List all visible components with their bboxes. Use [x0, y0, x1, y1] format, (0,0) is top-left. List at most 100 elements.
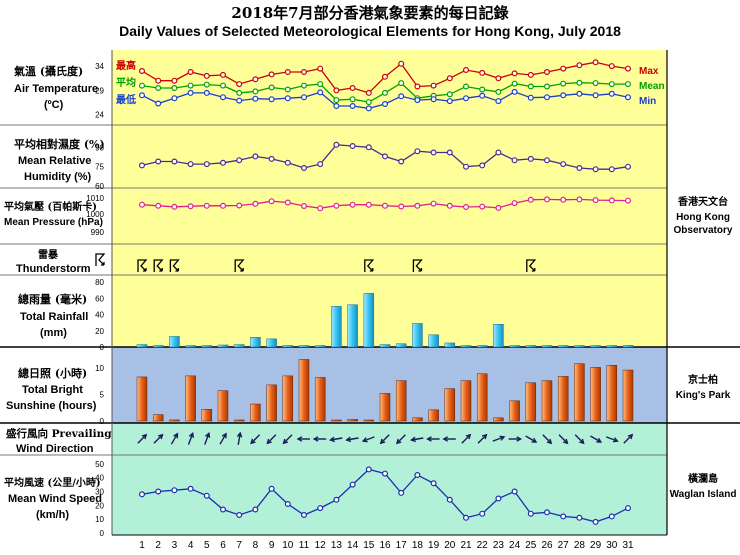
- thunder-label-zh: 雷暴: [38, 248, 59, 261]
- wind-arrow-head: [499, 435, 506, 441]
- max-temp-point: [576, 62, 583, 69]
- mean-temp-point: [187, 82, 194, 89]
- wind-direction-arrow: [492, 435, 506, 442]
- max-temp-point: [365, 89, 372, 96]
- thunderstorm-symbol-stroke: [234, 259, 245, 272]
- max-temp-point: [333, 87, 340, 94]
- max-temp-point: [527, 71, 534, 78]
- humidity-tick-label: 60: [95, 182, 104, 191]
- station-hko-zh: 香港天文台: [678, 195, 728, 208]
- rainfall-bar: [185, 345, 196, 348]
- mean-temp-point: [527, 83, 534, 90]
- min-temp-point: [576, 90, 583, 97]
- pressure-point: [479, 203, 486, 210]
- sunshine-bar: [476, 373, 488, 422]
- wind-arrow-shaft: [461, 434, 471, 444]
- wind-direction-arrow: [605, 436, 619, 443]
- rainfall-bar: [541, 345, 553, 348]
- pressure-label-zh: 平均氣壓 (百帕斯卡): [4, 200, 97, 213]
- day-tick-label: 19: [428, 540, 440, 551]
- min-temp-point: [284, 95, 291, 102]
- wind_speed-tick-label: 0: [100, 529, 105, 538]
- thunderstorm-symbol: [412, 259, 423, 272]
- humidity-point: [446, 149, 453, 156]
- rainfall-tick-label: 80: [95, 278, 104, 287]
- wind-arrow-shaft: [574, 434, 585, 444]
- wind-speed-point: [171, 487, 178, 494]
- pressure-point: [301, 203, 308, 210]
- wind-speed-point: [349, 481, 356, 488]
- wind-arrow-shaft: [396, 434, 406, 444]
- min-temp-point: [317, 89, 324, 96]
- rainfall-bar: [152, 345, 164, 348]
- sunshine-bar: [298, 359, 310, 422]
- rainfall-bar: [331, 306, 342, 348]
- wind-arrow-head: [546, 438, 553, 445]
- humidity-point: [398, 158, 405, 165]
- rainfall-bar: [136, 344, 148, 348]
- wind-speed-point: [365, 466, 372, 473]
- pressure-point: [333, 202, 340, 209]
- pressure-point: [317, 205, 324, 212]
- wind-speed-point: [479, 510, 486, 517]
- wind-arrow-shaft: [542, 434, 552, 444]
- sunshine-bar: [557, 376, 569, 422]
- humidity-tick-label: 75: [95, 163, 104, 172]
- humidity-point: [284, 159, 291, 166]
- wind-arrow-head: [442, 436, 449, 442]
- rainfall-tick-label: 60: [95, 294, 104, 303]
- wind-direction-arrow: [204, 432, 211, 445]
- temperature-tick-label: 24: [95, 111, 104, 120]
- mean-temp-point: [333, 97, 340, 104]
- mean-temp-point: [511, 80, 518, 87]
- mean-temp-point: [252, 88, 259, 95]
- min-temp-point: [252, 95, 259, 102]
- rainfall-bar: [379, 344, 391, 348]
- pressure-point: [268, 198, 275, 205]
- station-wi-en1: Waglan Island: [670, 489, 737, 500]
- wind-speed-point: [203, 492, 210, 499]
- wind-arrow-head: [426, 436, 432, 442]
- panel-separators: [0, 50, 740, 536]
- rainfall-bar: [298, 345, 310, 348]
- rainfall-tick-label: 0: [100, 343, 105, 352]
- min-temp-point: [592, 92, 599, 99]
- wind-direction-arrow: [329, 436, 343, 443]
- max-temp-point: [446, 75, 453, 82]
- sunshine-bar: [606, 365, 618, 422]
- wind-direction-arrow: [219, 432, 227, 445]
- day-tick-label: 12: [315, 540, 327, 551]
- rainfall-tick-label: 40: [95, 311, 104, 320]
- sunshine-bar: [428, 409, 439, 422]
- wind-arrow-head: [516, 436, 523, 442]
- wind-arrow-head: [296, 436, 303, 442]
- windspeed-label-en1: Mean Wind Speed: [8, 493, 102, 505]
- humidity-point: [592, 166, 599, 173]
- max-temp-point: [236, 81, 243, 88]
- humidity-point: [560, 161, 567, 168]
- sunshine-bar: [379, 393, 391, 422]
- max-temp-point: [139, 67, 146, 74]
- rainfall-bar: [201, 345, 213, 348]
- day-tick-label: 30: [606, 540, 618, 551]
- min-temp-point: [495, 98, 502, 105]
- wind-arrow-head: [410, 436, 417, 443]
- wind-speed-point: [382, 470, 389, 477]
- rainfall-tick-label: 20: [95, 327, 104, 336]
- wind-arrow-head: [236, 431, 243, 438]
- thunderstorm-symbol-stroke: [137, 259, 148, 272]
- day-tick-label: 23: [493, 540, 505, 551]
- wind-direction-arrow: [542, 434, 553, 445]
- rain-label-zh: 總雨量 (毫米): [18, 292, 87, 306]
- wind-speed-point: [155, 488, 162, 495]
- mean-temp-point: [382, 89, 389, 96]
- station-hko-en2: Observatory: [674, 225, 733, 236]
- sunshine-bar: [136, 376, 148, 422]
- day-tick-label: 3: [172, 540, 178, 551]
- day-tick-label: 21: [460, 540, 472, 551]
- wind-arrow-head: [188, 432, 194, 438]
- max-temp-point: [284, 68, 291, 75]
- min-temp-point: [479, 92, 486, 99]
- wind-direction-arrow: [395, 434, 406, 445]
- sunshine-bar: [363, 419, 375, 422]
